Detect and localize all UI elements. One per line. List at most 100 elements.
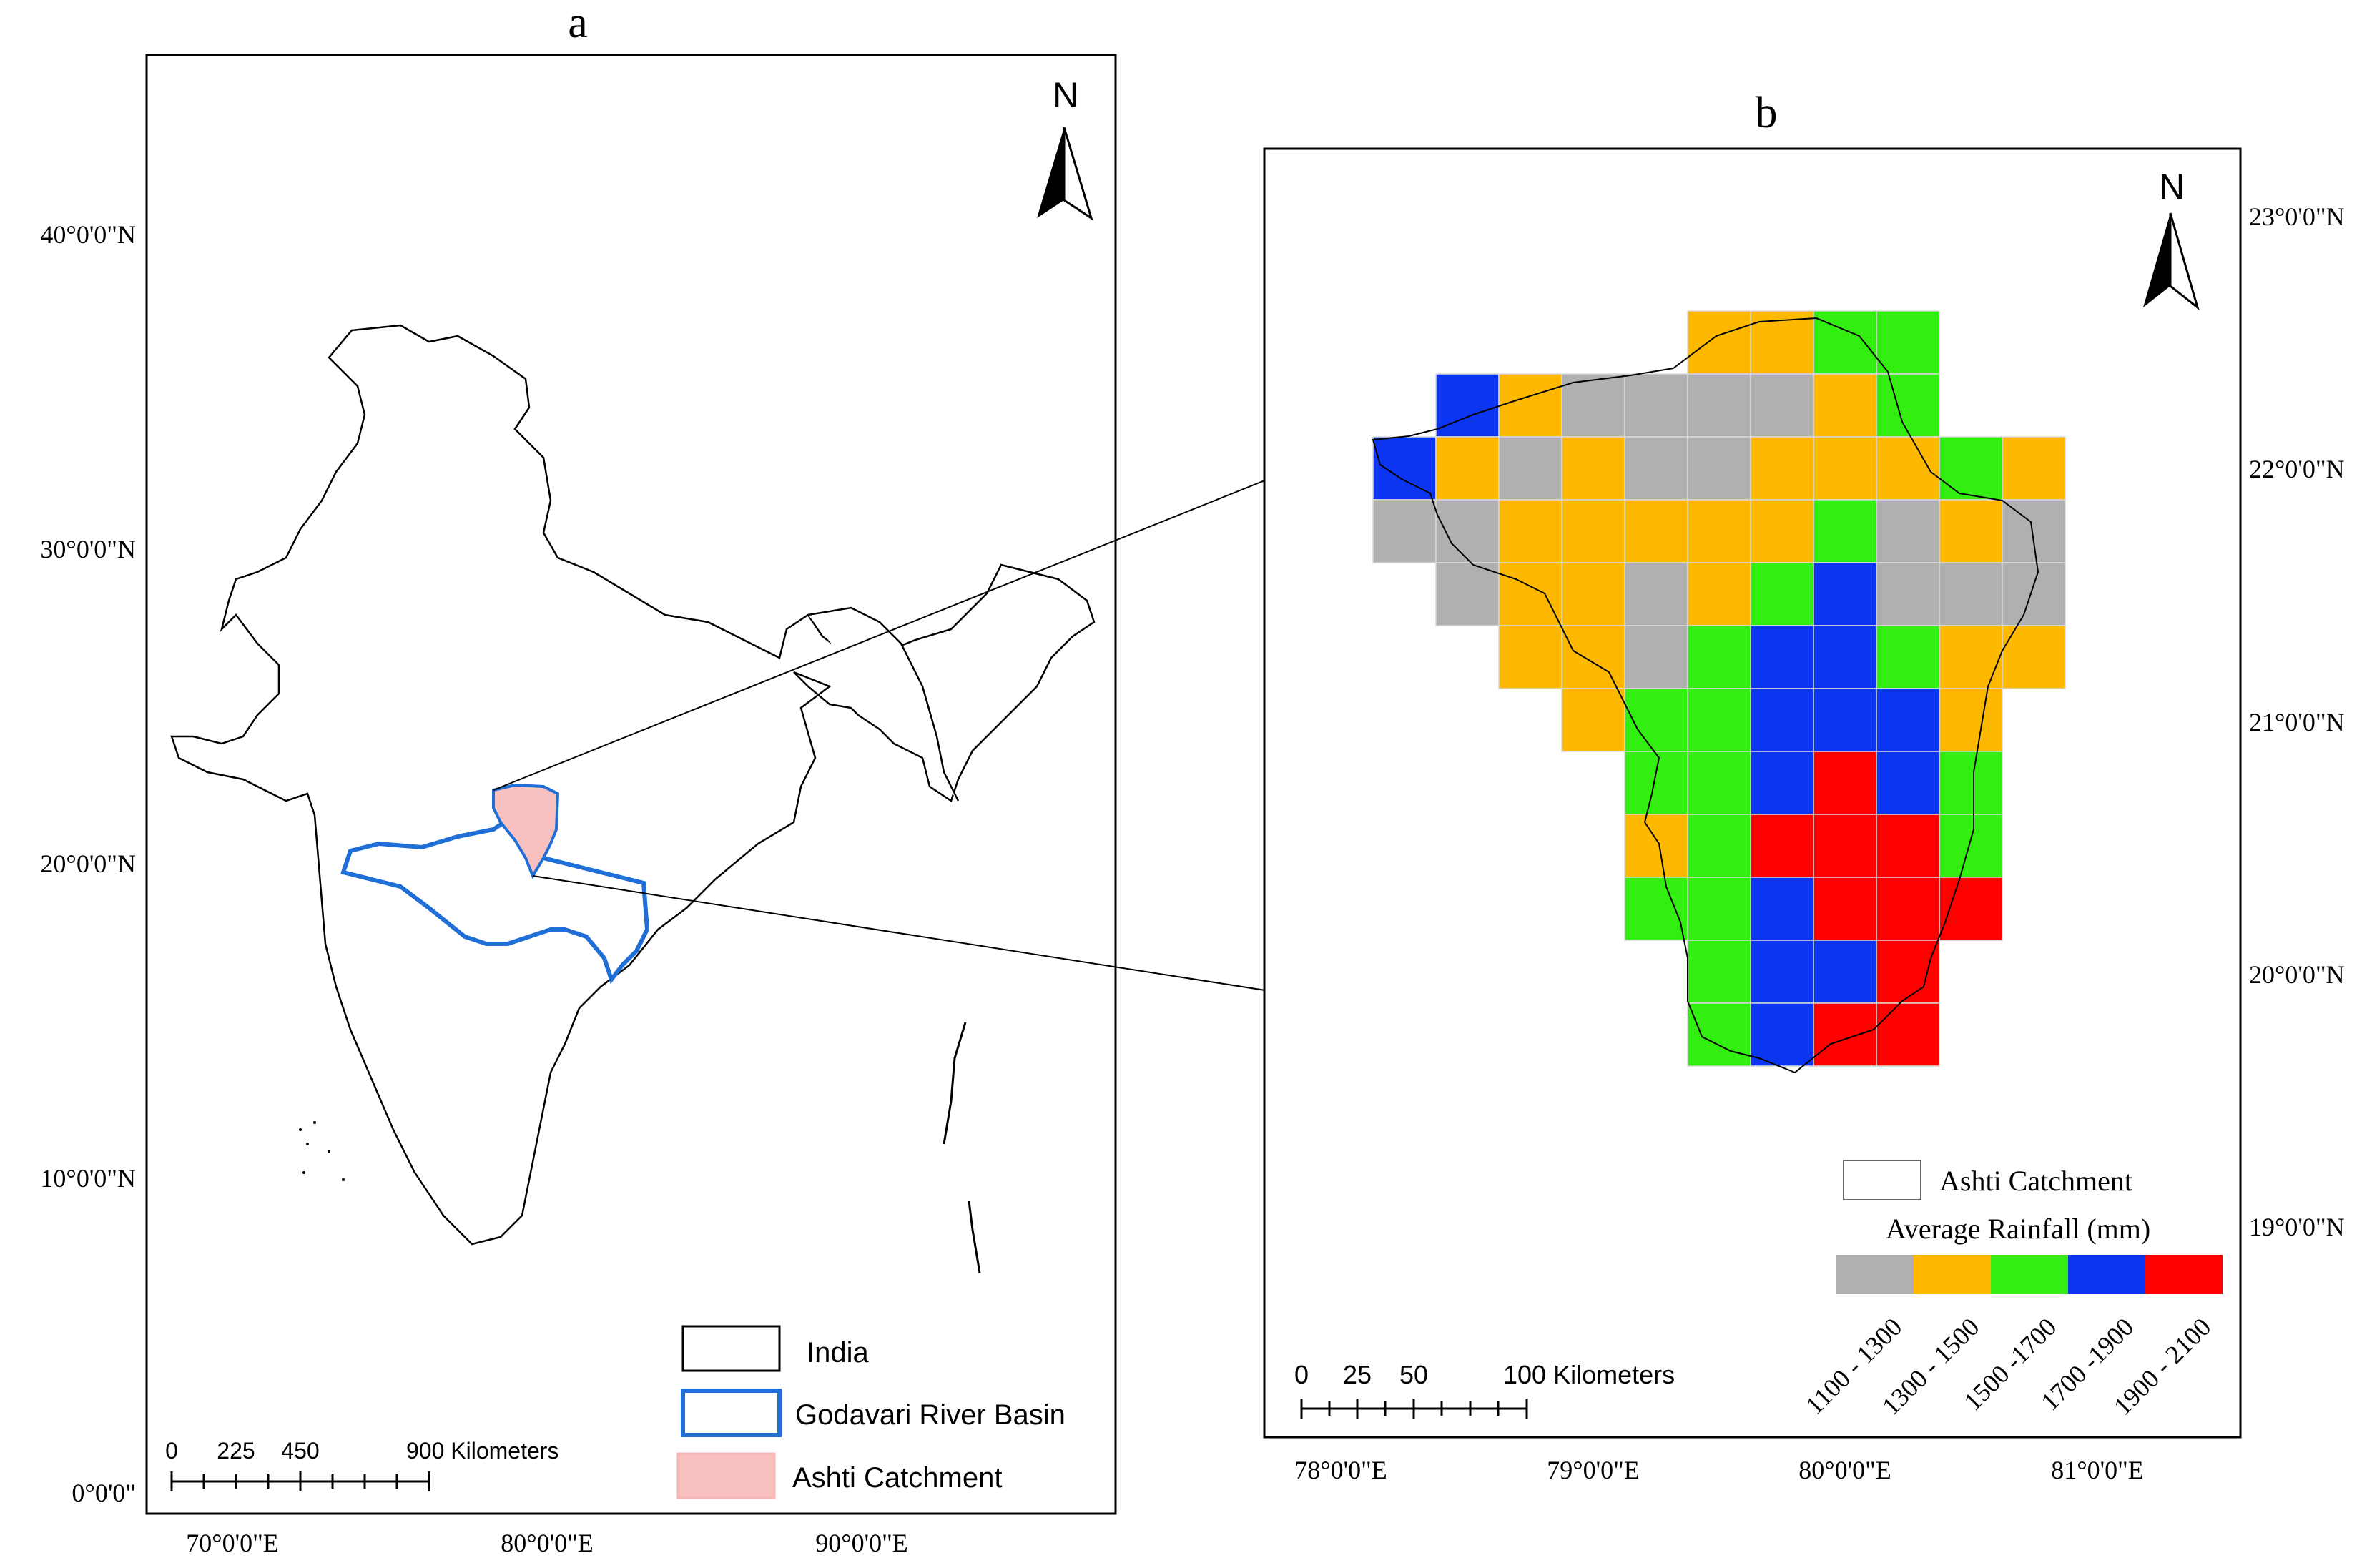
legend-swatch-ashti xyxy=(676,1452,776,1499)
rainfall-cell xyxy=(1624,436,1688,501)
lon-label: 80°0'0"E xyxy=(501,1529,594,1557)
legend-swatch-catchment xyxy=(1843,1160,1921,1200)
rainfall-cell xyxy=(2002,562,2066,626)
rainfall-cell xyxy=(1750,499,1814,563)
rainfall-cell xyxy=(1939,751,2003,815)
lon-label: 90°0'0"E xyxy=(815,1529,908,1557)
rainfall-cell xyxy=(1687,877,1751,941)
andaman-islands xyxy=(943,1022,981,1273)
rainfall-cell xyxy=(1624,688,1688,752)
legend-title-rainfall: Average Rainfall (mm) xyxy=(1886,1213,2150,1245)
scale-label: 100 Kilometers xyxy=(1503,1360,1675,1389)
legend-label-ashti: Ashti Catchment xyxy=(792,1462,1002,1494)
lat-label: 10°0'0"N xyxy=(40,1164,136,1193)
rainfall-cell xyxy=(1813,877,1877,941)
rainfall-cell xyxy=(1750,1002,1814,1067)
rainfall-cell xyxy=(1813,499,1877,563)
rainfall-cell xyxy=(1876,562,1940,626)
panel-a-title: a xyxy=(568,0,588,47)
lakshadweep-islands xyxy=(299,1121,345,1181)
panel-a-latitude-labels: 40°0'0"N 30°0'0"N 20°0'0"N 10°0'0"N 0°0'… xyxy=(40,220,136,1507)
lat-label: 21°0'0"N xyxy=(2249,708,2345,736)
ashti-catchment-b xyxy=(1372,317,2039,1074)
rainfall-cell xyxy=(1939,688,2003,752)
rainfall-cell xyxy=(1876,751,1940,815)
rainfall-cell xyxy=(1435,436,1500,501)
north-arrow-b: N xyxy=(2143,167,2200,311)
panel-a-longitude-labels: 70°0'0"E 80°0'0"E 90°0'0"E xyxy=(186,1529,908,1557)
legend-label-india: India xyxy=(807,1337,869,1369)
scale-label: 900 Kilometers xyxy=(406,1438,558,1464)
rainfall-cell xyxy=(1939,562,2003,626)
rainfall-class-swatch xyxy=(2068,1255,2145,1294)
lat-label: 22°0'0"N xyxy=(2249,455,2345,483)
rainfall-cell xyxy=(2002,499,2066,563)
lat-label: 23°0'0"N xyxy=(2249,202,2345,231)
rainfall-class-swatch xyxy=(2145,1255,2223,1294)
rainfall-cell xyxy=(1687,436,1751,501)
rainfall-class-swatches xyxy=(1836,1255,2223,1294)
india-northeast xyxy=(807,606,960,802)
lon-label: 78°0'0"E xyxy=(1294,1456,1387,1484)
rainfall-cell xyxy=(1687,373,1751,438)
scale-bar-a: 0 225 450 900 Kilometers xyxy=(165,1438,558,1491)
panel-b-rainfall-map: b N 23°0'0"N 22°0'0"N 21°0'0"N 20°0'0"N … xyxy=(1263,89,2345,1484)
rainfall-cell xyxy=(1687,310,1751,375)
lon-label: 80°0'0"E xyxy=(1798,1456,1891,1484)
legend-label-godavari: Godavari River Basin xyxy=(795,1399,1066,1431)
rainfall-cell xyxy=(1813,562,1877,626)
rainfall-cell xyxy=(1939,625,2003,689)
rainfall-cell xyxy=(1561,436,1625,501)
rainfall-cell xyxy=(1750,625,1814,689)
rainfall-cell xyxy=(1687,751,1751,815)
rainfall-cell xyxy=(1939,814,2003,878)
rainfall-cell xyxy=(1750,751,1814,815)
lat-label: 20°0'0"N xyxy=(2249,960,2345,989)
rainfall-cell xyxy=(1687,688,1751,752)
rainfall-cell xyxy=(1876,814,1940,878)
rainfall-cell xyxy=(1498,625,1562,689)
rainfall-cell xyxy=(1939,436,2003,501)
lon-label: 81°0'0"E xyxy=(2051,1456,2144,1484)
rainfall-cell xyxy=(1750,877,1814,941)
rainfall-class-swatch xyxy=(1991,1255,2068,1294)
rainfall-cell xyxy=(1750,688,1814,752)
rainfall-cell xyxy=(1750,940,1814,1004)
scale-label: 450 xyxy=(281,1438,319,1464)
rainfall-cell xyxy=(1624,373,1688,438)
rainfall-grid xyxy=(1372,310,2066,1067)
rainfall-cell xyxy=(1687,562,1751,626)
rainfall-cell xyxy=(2002,436,2066,501)
legend-a: India Godavari River Basin Ashti Catchme… xyxy=(676,1325,1066,1499)
rainfall-cell xyxy=(1876,877,1940,941)
scale-label: 50 xyxy=(1399,1360,1428,1389)
rainfall-cell xyxy=(1498,436,1562,501)
rainfall-cell xyxy=(1561,499,1625,563)
scale-label: 225 xyxy=(217,1438,255,1464)
rainfall-cell xyxy=(1687,814,1751,878)
legend-swatch-india xyxy=(681,1325,781,1372)
lat-label: 20°0'0"N xyxy=(40,849,136,878)
lat-label: 40°0'0"N xyxy=(40,220,136,249)
rainfall-cell xyxy=(1813,940,1877,1004)
rainfall-cell xyxy=(1813,625,1877,689)
rainfall-cell xyxy=(1813,436,1877,501)
rainfall-cell xyxy=(1813,1002,1877,1067)
rainfall-cell xyxy=(1561,562,1625,626)
rainfall-cell xyxy=(1435,373,1500,438)
rainfall-cell xyxy=(1687,625,1751,689)
rainfall-cell xyxy=(1624,751,1688,815)
rainfall-cell xyxy=(1498,373,1562,438)
legend-label-catchment: Ashti Catchment xyxy=(1939,1165,2132,1197)
rainfall-cell xyxy=(1372,499,1437,563)
lat-label: 0°0'0" xyxy=(72,1479,136,1507)
rainfall-cell xyxy=(1876,1002,1940,1067)
rainfall-cell xyxy=(1813,373,1877,438)
rainfall-cell xyxy=(1561,625,1625,689)
rainfall-cell xyxy=(1498,499,1562,563)
rainfall-cell xyxy=(1876,940,1940,1004)
rainfall-cell xyxy=(1813,814,1877,878)
rainfall-cell xyxy=(1687,940,1751,1004)
rainfall-cell xyxy=(1939,877,2003,941)
